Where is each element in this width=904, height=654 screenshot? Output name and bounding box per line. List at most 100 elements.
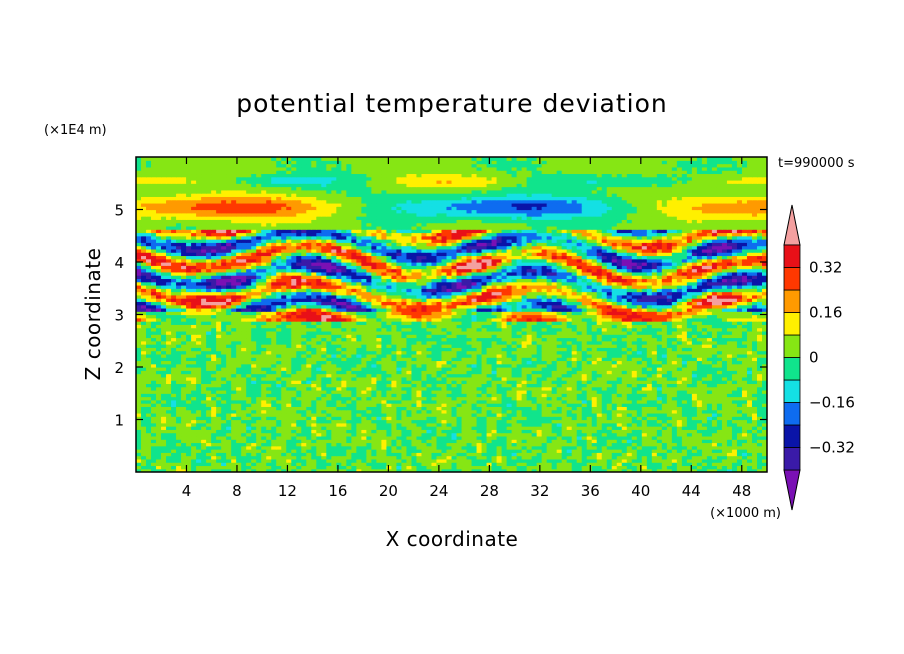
contour-cell xyxy=(336,389,342,394)
contour-cell xyxy=(496,439,503,444)
contour-cell xyxy=(381,416,387,421)
contour-cell xyxy=(276,403,282,407)
contour-cell xyxy=(221,403,227,407)
contour-cell xyxy=(616,406,623,411)
contour-cell xyxy=(161,344,167,348)
contour-cell xyxy=(506,389,513,394)
contour-cell xyxy=(311,426,317,430)
contour-cell xyxy=(371,445,377,450)
contour-cell xyxy=(241,393,247,398)
contour-cell xyxy=(236,462,242,467)
contour-cell xyxy=(246,439,252,444)
contour-cell xyxy=(326,442,332,447)
contour-cell xyxy=(146,468,152,472)
contour-cell xyxy=(161,462,167,467)
contour-cell xyxy=(206,435,212,440)
contour-cell xyxy=(331,386,337,391)
contour-cell xyxy=(501,393,508,398)
contour-cell xyxy=(596,468,603,472)
contour-cell xyxy=(591,468,598,472)
contour-cell xyxy=(301,403,307,407)
contour-cell xyxy=(736,386,743,391)
contour-cell xyxy=(546,458,553,463)
contour-cell xyxy=(256,380,262,385)
contour-cell xyxy=(746,357,753,362)
contour-cell xyxy=(206,416,212,421)
contour-cell xyxy=(181,465,187,470)
contour-cell xyxy=(566,367,573,371)
contour-cell xyxy=(696,468,703,472)
contour-cell xyxy=(506,360,513,365)
contour-cell xyxy=(296,403,302,407)
contour-cell xyxy=(681,462,688,467)
contour-cell xyxy=(221,383,227,388)
contour-cell xyxy=(461,435,468,440)
contour-cell xyxy=(606,416,613,421)
contour-cell xyxy=(266,439,272,444)
contour-cell xyxy=(211,396,217,401)
contour-cell xyxy=(746,363,753,368)
contour-cell xyxy=(266,393,272,398)
contour-cell xyxy=(551,376,558,381)
contour-cell xyxy=(141,350,147,355)
contour-cell xyxy=(521,452,528,457)
contour-cell xyxy=(406,452,413,457)
contour-cell xyxy=(691,462,698,467)
contour-cell xyxy=(386,403,393,407)
contour-cell xyxy=(316,393,322,398)
contour-cell xyxy=(746,468,753,472)
contour-cell xyxy=(416,452,423,457)
contour-cell xyxy=(516,406,523,411)
contour-cell xyxy=(536,452,543,457)
contour-cell xyxy=(366,376,372,381)
contour-cell xyxy=(211,406,217,411)
contour-cell xyxy=(281,350,287,355)
contour-cell xyxy=(636,386,643,391)
contour-cell xyxy=(451,442,458,447)
contour-cell xyxy=(631,399,638,404)
contour-cell xyxy=(536,422,543,427)
contour-cell xyxy=(421,373,428,378)
contour-cell xyxy=(561,455,568,460)
contour-cell xyxy=(701,419,708,424)
contour-cell xyxy=(611,422,618,427)
contour-cell xyxy=(281,363,287,368)
contour-cell xyxy=(686,439,693,444)
contour-cell xyxy=(321,357,327,362)
contour-cell xyxy=(516,458,523,463)
contour-cell xyxy=(301,412,307,417)
contour-cell xyxy=(281,396,287,401)
contour-cell xyxy=(216,357,222,362)
contour-cell xyxy=(671,396,678,401)
contour-cell xyxy=(741,406,748,411)
contour-cell xyxy=(446,383,453,388)
contour-cell xyxy=(311,403,317,407)
contour-cell xyxy=(161,367,167,371)
contour-cell xyxy=(386,399,393,404)
contour-cell xyxy=(471,376,478,381)
contour-cell xyxy=(471,429,478,434)
contour-cell xyxy=(551,409,558,414)
contour-cell xyxy=(681,350,688,355)
contour-cell xyxy=(461,429,468,434)
contour-cell xyxy=(571,403,578,407)
contour-cell xyxy=(611,360,618,365)
contour-cell xyxy=(511,468,518,472)
contour-cell xyxy=(171,383,177,388)
contour-cell xyxy=(691,383,698,388)
contour-cell xyxy=(391,357,398,362)
contour-cell xyxy=(421,419,428,424)
contour-cell xyxy=(501,350,508,355)
contour-cell xyxy=(626,403,633,407)
contour-cell xyxy=(591,409,598,414)
contour-cell xyxy=(151,455,157,460)
contour-cell xyxy=(201,426,207,430)
contour-cell xyxy=(356,445,362,450)
contour-cell xyxy=(666,452,673,457)
contour-cell xyxy=(236,435,242,440)
contour-cell xyxy=(326,357,332,362)
contour-cell xyxy=(761,393,767,398)
contour-cell xyxy=(421,353,428,358)
contour-cell xyxy=(401,353,408,358)
contour-cell xyxy=(251,468,257,472)
